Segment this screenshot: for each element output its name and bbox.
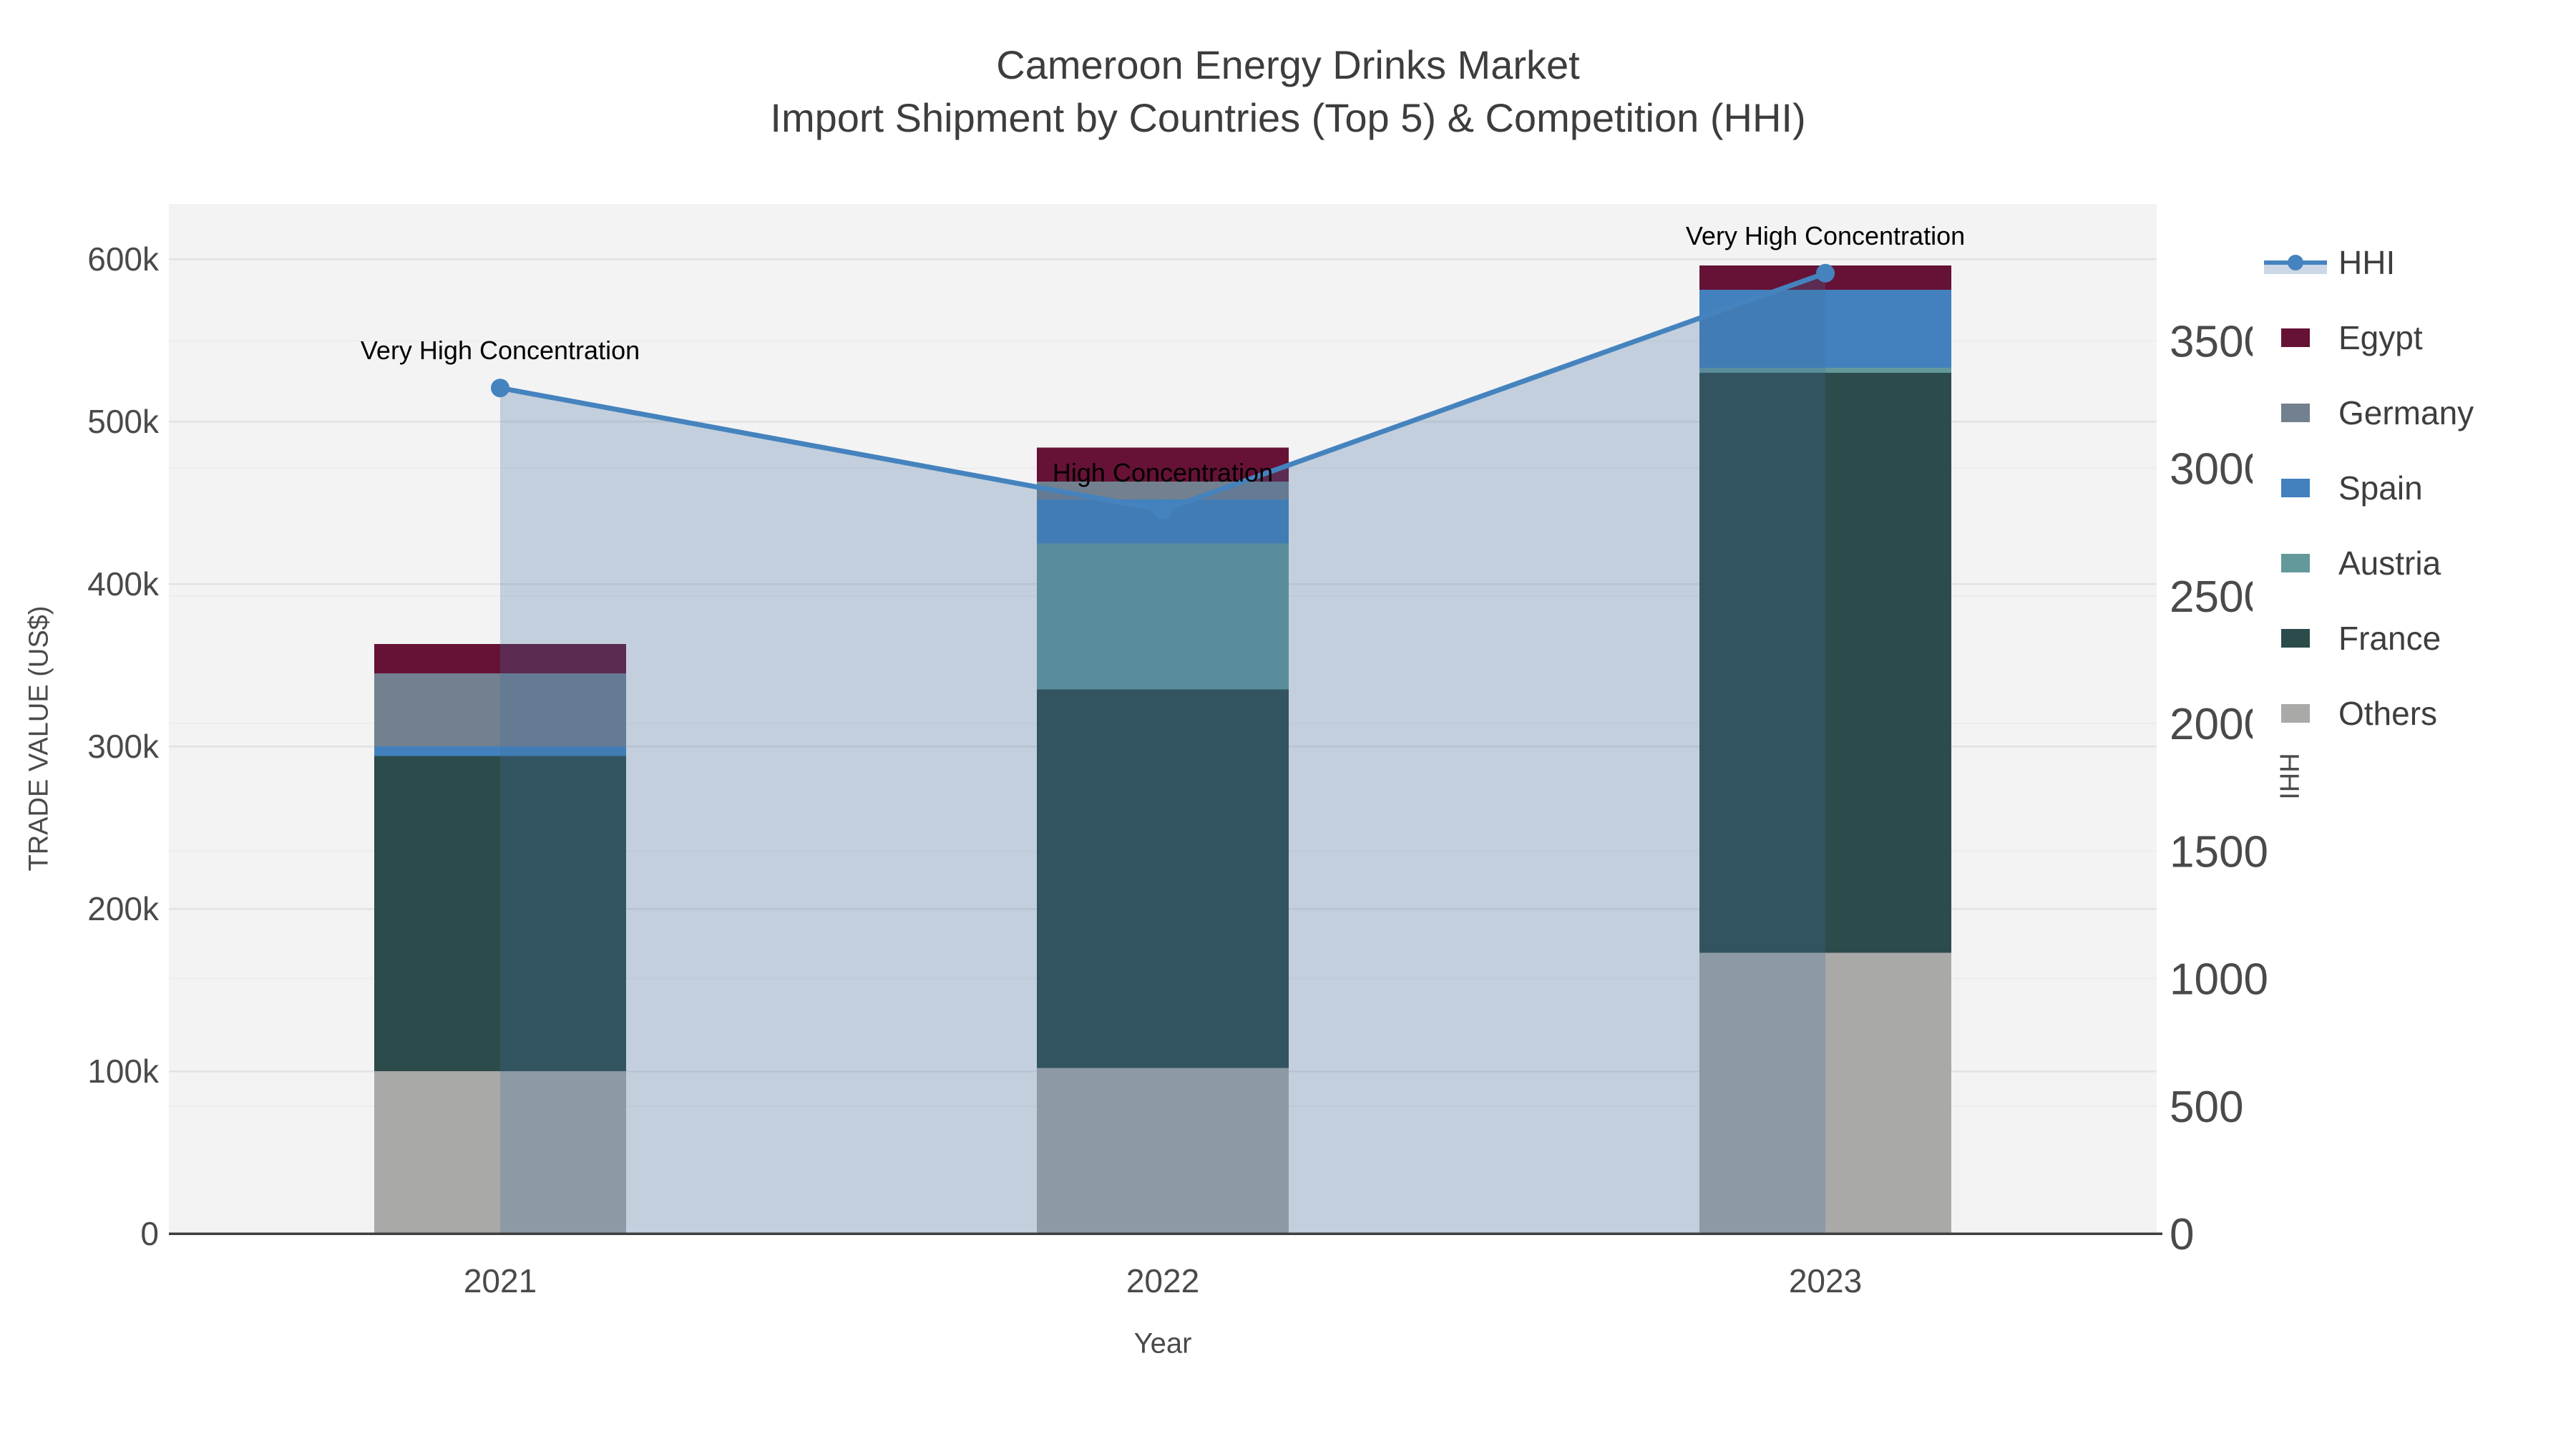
bar-segment-germany-2021[interactable] bbox=[374, 673, 626, 746]
title-block: Cameroon Energy Drinks Market Import Shi… bbox=[0, 39, 2576, 145]
legend-item-austria[interactable]: Austria bbox=[2264, 525, 2576, 600]
legend-item-spain[interactable]: Spain bbox=[2264, 450, 2576, 525]
hhi-marker-2022[interactable] bbox=[1153, 500, 1172, 519]
legend-label: Egypt bbox=[2338, 318, 2423, 356]
right-tick-0: 0 bbox=[2170, 1210, 2194, 1259]
bar-segment-france-2021[interactable] bbox=[374, 756, 626, 1071]
color-swatch-icon bbox=[2281, 703, 2310, 723]
legend-label: Austria bbox=[2338, 544, 2441, 582]
bar-segment-france-2022[interactable] bbox=[1037, 689, 1289, 1068]
legend-label: Germany bbox=[2338, 394, 2474, 431]
bar-segment-egypt-2022[interactable] bbox=[1037, 447, 1289, 482]
hhi-area-fill bbox=[500, 273, 1825, 1234]
left-tick-400k: 400k bbox=[87, 565, 160, 602]
right-axis-title: HHI bbox=[2273, 753, 2304, 800]
legend-item-france[interactable]: France bbox=[2264, 600, 2576, 675]
bar-segment-others-2022[interactable] bbox=[1037, 1068, 1289, 1234]
legend-label: France bbox=[2338, 619, 2441, 657]
left-tick-300k: 300k bbox=[87, 728, 160, 765]
legend-label: Spain bbox=[2338, 469, 2423, 507]
chart-title: Cameroon Energy Drinks Market bbox=[996, 42, 1580, 87]
x-axis-title: Year bbox=[1133, 1327, 1192, 1360]
legend-item-germany[interactable]: Germany bbox=[2264, 375, 2576, 450]
left-tick-200k: 200k bbox=[87, 890, 160, 927]
color-swatch-icon bbox=[2281, 628, 2310, 648]
x-tick-2021: 2021 bbox=[464, 1262, 537, 1299]
chart-subtitle: Import Shipment by Countries (Top 5) & C… bbox=[770, 94, 1806, 140]
legend-label: Others bbox=[2338, 694, 2438, 732]
left-tick-100k: 100k bbox=[87, 1053, 160, 1090]
bar-segment-france-2023[interactable] bbox=[1699, 372, 1951, 953]
bar-segment-spain-2021[interactable] bbox=[374, 746, 626, 756]
hhi-marker-2021[interactable] bbox=[491, 379, 509, 398]
bar-segment-others-2023[interactable] bbox=[1699, 952, 1951, 1234]
legend-item-egypt[interactable]: Egypt bbox=[2264, 300, 2576, 375]
legend-label: HHI bbox=[2338, 243, 2396, 281]
annotation-2022: High Concentration bbox=[1053, 458, 1273, 487]
color-swatch-icon bbox=[2281, 478, 2310, 497]
hhi-marker-2023[interactable] bbox=[1816, 263, 1835, 283]
left-tick-0: 0 bbox=[140, 1215, 159, 1252]
color-swatch-icon bbox=[2281, 328, 2310, 347]
legend-item-others[interactable]: Others bbox=[2264, 675, 2576, 751]
color-swatch-icon bbox=[2281, 553, 2310, 572]
bar-segment-austria-2023[interactable] bbox=[1699, 368, 1951, 373]
left-axis-title: TRADE VALUE (US$) bbox=[24, 605, 54, 872]
x-tick-2022: 2022 bbox=[1126, 1262, 1199, 1299]
left-tick-500k: 500k bbox=[87, 403, 160, 440]
color-swatch-icon bbox=[2281, 403, 2310, 422]
legend-item-hhi[interactable]: HHI bbox=[2264, 225, 2576, 300]
x-tick-2023: 2023 bbox=[1789, 1262, 1862, 1299]
hhi-line-swatch-icon bbox=[2264, 254, 2327, 274]
right-tick-1500: 1500 bbox=[2170, 827, 2268, 877]
bar-segment-others-2021[interactable] bbox=[374, 1071, 626, 1234]
right-tick-3000: 3000 bbox=[2170, 445, 2268, 494]
legend: HHI Egypt Germany Spain Austria France Others bbox=[2253, 215, 2576, 761]
right-tick-500: 500 bbox=[2170, 1083, 2243, 1132]
right-tick-1000: 1000 bbox=[2170, 955, 2268, 1005]
bar-segment-egypt-2021[interactable] bbox=[374, 643, 626, 673]
right-tick-2500: 2500 bbox=[2170, 572, 2268, 622]
annotation-2021: Very High Concentration bbox=[361, 336, 640, 365]
annotation-2023: Very High Concentration bbox=[1686, 221, 1965, 250]
left-tick-600k: 600k bbox=[87, 240, 160, 278]
right-tick-2000: 2000 bbox=[2170, 700, 2268, 749]
bar-segment-austria-2022[interactable] bbox=[1037, 543, 1289, 690]
right-tick-3500: 3500 bbox=[2170, 317, 2268, 366]
